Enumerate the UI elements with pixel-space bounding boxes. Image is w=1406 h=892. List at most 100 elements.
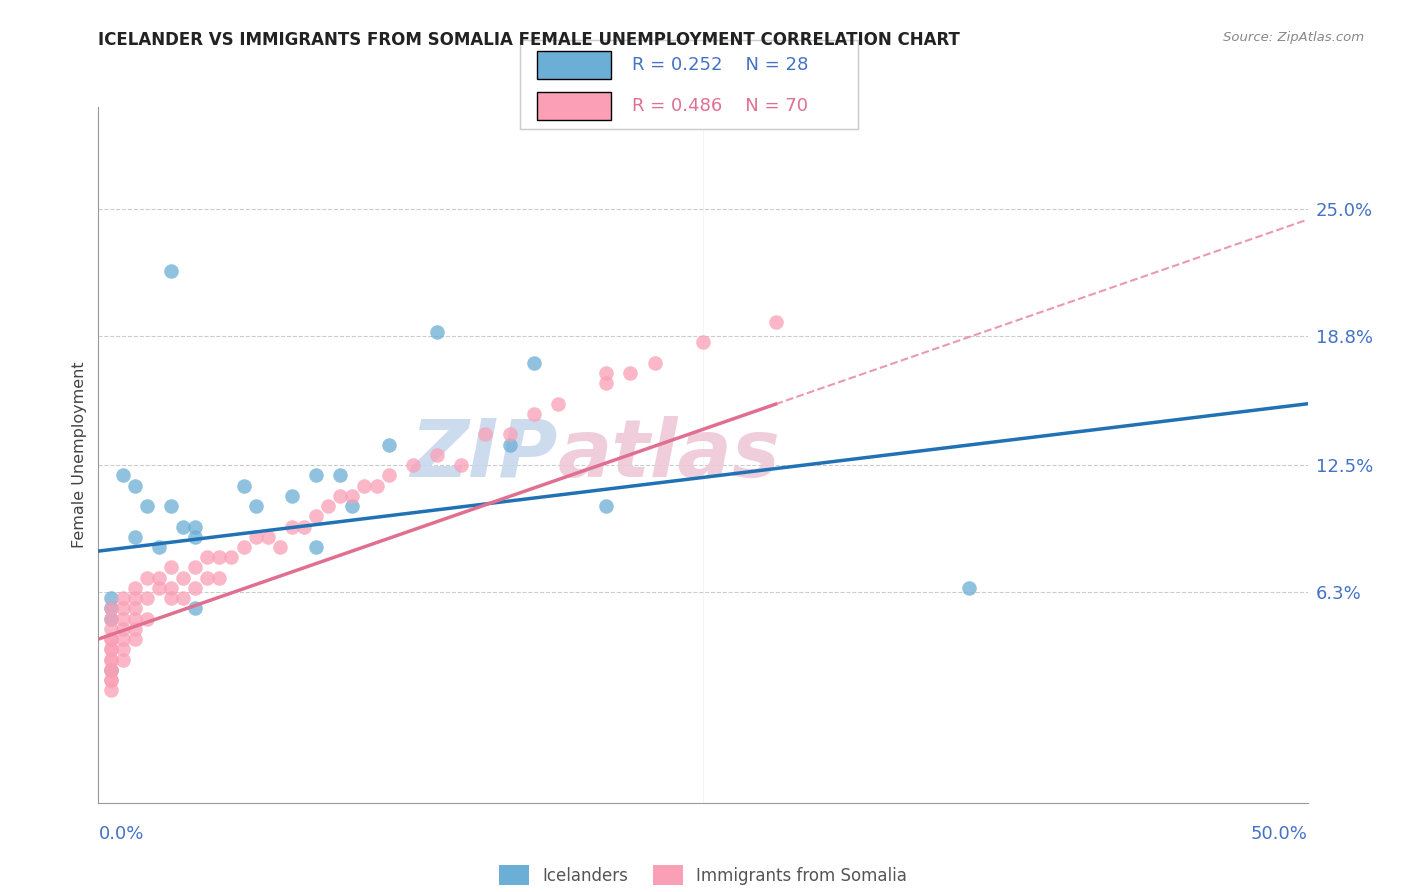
Point — [100, 632, 122, 646]
Point — [111, 612, 134, 626]
Point — [111, 468, 134, 483]
Point — [100, 663, 122, 677]
Point — [124, 581, 146, 595]
Point — [111, 601, 134, 615]
Point — [100, 601, 122, 615]
Point — [619, 366, 641, 380]
Point — [765, 315, 787, 329]
Point — [100, 683, 122, 698]
Point — [124, 601, 146, 615]
Point — [195, 550, 218, 565]
Point — [269, 540, 291, 554]
Point — [100, 673, 122, 687]
Point — [232, 478, 254, 492]
Point — [100, 642, 122, 657]
Point — [100, 652, 122, 666]
Point — [498, 438, 520, 452]
Point — [100, 612, 122, 626]
Point — [124, 591, 146, 606]
Point — [172, 571, 194, 585]
Point — [692, 335, 714, 350]
Point — [256, 530, 278, 544]
Point — [100, 632, 122, 646]
Point — [957, 581, 980, 595]
Point — [160, 560, 183, 574]
Text: ICELANDER VS IMMIGRANTS FROM SOMALIA FEMALE UNEMPLOYMENT CORRELATION CHART: ICELANDER VS IMMIGRANTS FROM SOMALIA FEM… — [98, 31, 960, 49]
Point — [208, 550, 231, 565]
Point — [184, 530, 207, 544]
Point — [135, 612, 157, 626]
Point — [377, 468, 399, 483]
Point — [595, 376, 617, 391]
Point — [160, 264, 183, 278]
Point — [100, 612, 122, 626]
Point — [342, 499, 364, 513]
Point — [523, 356, 546, 370]
Point — [402, 458, 425, 472]
Point — [100, 663, 122, 677]
Point — [474, 427, 496, 442]
Point — [111, 652, 134, 666]
Point — [148, 540, 170, 554]
Y-axis label: Female Unemployment: Female Unemployment — [72, 361, 87, 549]
Point — [426, 325, 449, 339]
Text: 50.0%: 50.0% — [1251, 825, 1308, 843]
Point — [245, 499, 267, 513]
Point — [366, 478, 388, 492]
FancyBboxPatch shape — [537, 51, 612, 79]
Point — [195, 571, 218, 585]
Point — [148, 581, 170, 595]
Point — [135, 499, 157, 513]
Point — [100, 663, 122, 677]
Point — [135, 591, 157, 606]
Point — [111, 642, 134, 657]
Point — [342, 489, 364, 503]
Point — [305, 468, 328, 483]
Text: R = 0.486    N = 70: R = 0.486 N = 70 — [631, 97, 807, 115]
Point — [329, 468, 352, 483]
Point — [172, 591, 194, 606]
Point — [353, 478, 375, 492]
Point — [281, 489, 304, 503]
Point — [595, 499, 617, 513]
Point — [547, 397, 569, 411]
Point — [124, 478, 146, 492]
Text: R = 0.252    N = 28: R = 0.252 N = 28 — [631, 56, 808, 74]
Point — [100, 601, 122, 615]
Point — [100, 652, 122, 666]
Point — [426, 448, 449, 462]
Point — [232, 540, 254, 554]
Point — [148, 571, 170, 585]
Point — [184, 519, 207, 533]
Point — [644, 356, 666, 370]
Point — [111, 622, 134, 636]
Point — [100, 622, 122, 636]
FancyBboxPatch shape — [537, 92, 612, 120]
Point — [281, 519, 304, 533]
Point — [160, 591, 183, 606]
Point — [124, 622, 146, 636]
Text: 0.0%: 0.0% — [98, 825, 143, 843]
Legend: Icelanders, Immigrants from Somalia: Icelanders, Immigrants from Somalia — [492, 858, 914, 892]
Point — [305, 509, 328, 524]
Text: atlas: atlas — [558, 416, 780, 494]
Text: ZIP: ZIP — [411, 416, 558, 494]
Point — [450, 458, 472, 472]
Point — [111, 632, 134, 646]
Point — [292, 519, 315, 533]
Point — [124, 612, 146, 626]
Text: Source: ZipAtlas.com: Source: ZipAtlas.com — [1223, 31, 1364, 45]
Point — [111, 591, 134, 606]
Point — [208, 571, 231, 585]
Point — [245, 530, 267, 544]
Point — [595, 366, 617, 380]
Point — [100, 591, 122, 606]
Point — [135, 571, 157, 585]
Point — [377, 438, 399, 452]
Point — [498, 427, 520, 442]
Point — [329, 489, 352, 503]
Point — [184, 560, 207, 574]
Point — [124, 632, 146, 646]
Point — [100, 673, 122, 687]
Point — [523, 407, 546, 421]
